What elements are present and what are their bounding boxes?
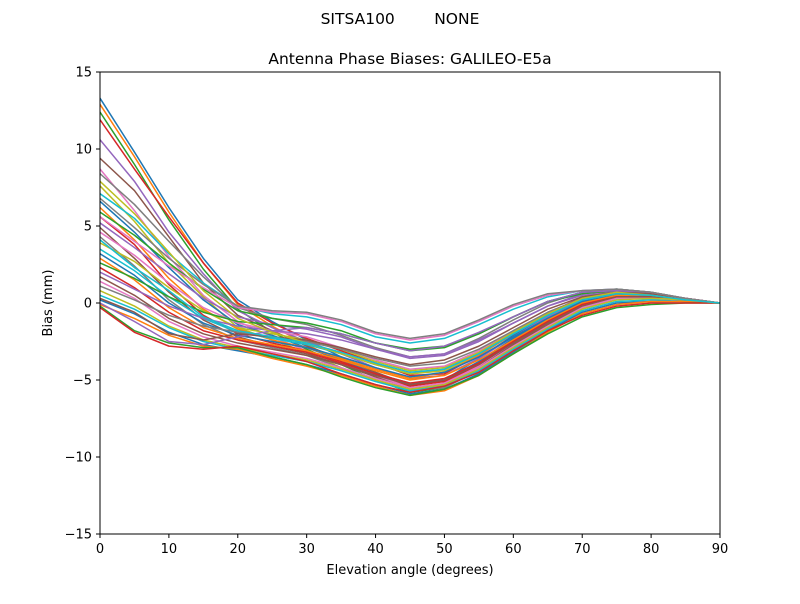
y-axis-label: Bias (mm) <box>41 270 56 337</box>
series-line-39 <box>100 180 720 375</box>
series-line-26 <box>100 276 720 386</box>
y-tick-label: 10 <box>75 143 92 158</box>
series-group <box>100 97 720 397</box>
chart-title: Antenna Phase Biases: GALILEO-E5a <box>268 50 551 68</box>
x-tick-label: 70 <box>574 542 591 557</box>
x-axis-label: Elevation angle (degrees) <box>326 563 493 578</box>
x-tick-label: 80 <box>643 542 660 557</box>
series-line-30 <box>100 294 720 392</box>
x-tick-label: 30 <box>298 542 315 557</box>
y-tick-label: 15 <box>75 66 92 81</box>
x-tick-label: 90 <box>712 542 729 557</box>
series-line-40 <box>100 239 720 374</box>
series-line-38 <box>100 197 720 340</box>
series-line-22 <box>100 257 720 381</box>
series-line-27 <box>100 280 720 389</box>
x-tick-label: 10 <box>161 542 178 557</box>
y-axis: −15 −10 −5 0 5 10 15 <box>65 66 100 543</box>
x-tick-label: 60 <box>505 542 522 557</box>
y-tick-label: 5 <box>84 220 92 235</box>
x-axis: 0 10 20 30 40 50 60 70 80 90 <box>96 534 728 557</box>
y-tick-label: −5 <box>73 374 92 389</box>
y-tick-label: −10 <box>65 451 92 466</box>
series-line-35 <box>100 289 720 352</box>
series-line-33 <box>100 302 720 397</box>
x-tick-label: 40 <box>367 542 384 557</box>
figure-suptitle: SITSA100 NONE <box>321 10 480 28</box>
x-tick-label: 0 <box>96 542 104 557</box>
x-tick-label: 20 <box>230 542 247 557</box>
series-line-34 <box>100 302 720 394</box>
y-tick-label: −15 <box>65 528 92 543</box>
x-tick-label: 50 <box>436 542 453 557</box>
y-tick-label: 0 <box>84 297 92 312</box>
